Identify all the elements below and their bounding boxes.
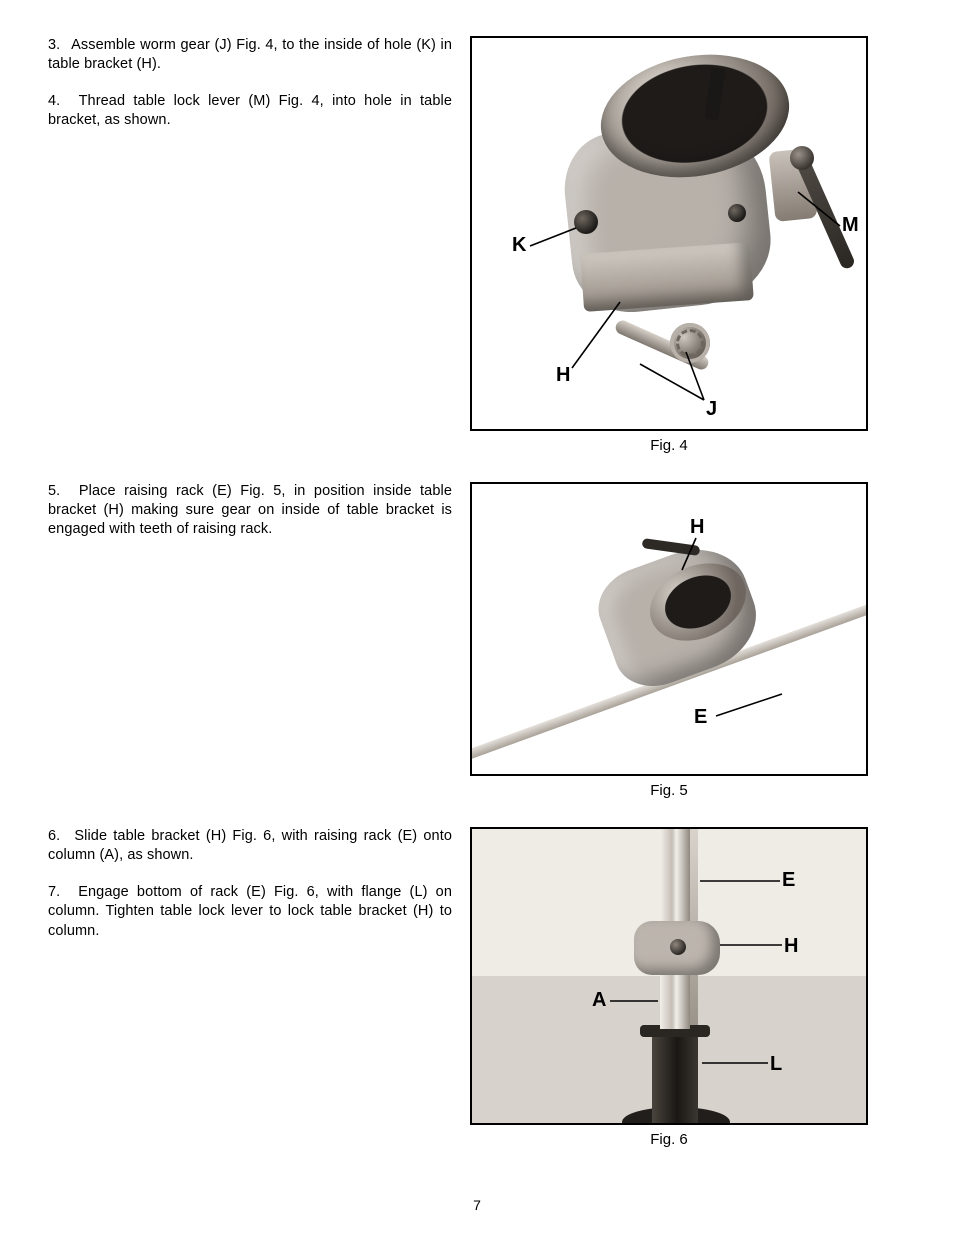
instruction-3: 3. Assemble worm gear (J) Fig. 4, to the…: [48, 36, 452, 74]
callout-J: J: [706, 398, 717, 421]
instruction-6: 6. Slide table bracket (H) Fig. 6, with …: [48, 827, 452, 865]
figure-4-column: K M H J Fig. 4: [470, 36, 868, 454]
callout-M: M: [842, 214, 859, 237]
page-number: 7: [0, 1197, 954, 1213]
instruction-6-text: Slide table bracket (H) Fig. 6, with rai…: [48, 828, 452, 863]
instruction-5: 5. Place raising rack (E) Fig. 5, in pos…: [48, 482, 452, 539]
figure-4-caption: Fig. 4: [650, 437, 688, 454]
section-3: 6. Slide table bracket (H) Fig. 6, with …: [48, 827, 906, 1148]
callout-H: H: [556, 364, 570, 387]
callout-H-fig6: H: [784, 935, 798, 958]
section-1-text: 3. Assemble worm gear (J) Fig. 4, to the…: [48, 36, 470, 149]
section-2-text: 5. Place raising rack (E) Fig. 5, in pos…: [48, 482, 470, 557]
instruction-7: 7. Engage bottom of rack (E) Fig. 6, wit…: [48, 883, 452, 940]
instruction-4-num: 4.: [48, 92, 62, 111]
instruction-5-text: Place raising rack (E) Fig. 5, in positi…: [48, 483, 452, 537]
section-2: 5. Place raising rack (E) Fig. 5, in pos…: [48, 482, 906, 799]
callout-H-fig5: H: [690, 516, 704, 539]
callout-A-fig6: A: [592, 989, 606, 1012]
figure-5-caption: Fig. 5: [650, 782, 688, 799]
figure-6-caption: Fig. 6: [650, 1131, 688, 1148]
instruction-4-text: Thread table lock lever (M) Fig. 4, into…: [48, 93, 452, 128]
callout-E-fig5: E: [694, 706, 707, 729]
instruction-7-num: 7.: [48, 883, 62, 902]
figure-4: K M H J: [470, 36, 868, 431]
instruction-5-num: 5.: [48, 482, 62, 501]
figure-6: E H A L: [470, 827, 868, 1125]
instruction-7-text: Engage bottom of rack (E) Fig. 6, with f…: [48, 884, 452, 938]
callout-E-fig6: E: [782, 869, 795, 892]
instruction-6-num: 6.: [48, 827, 62, 846]
figure-5-column: H E Fig. 5: [470, 482, 868, 799]
instruction-3-text: Assemble worm gear (J) Fig. 4, to the in…: [48, 37, 452, 72]
instruction-3-num: 3.: [48, 36, 62, 55]
section-3-text: 6. Slide table bracket (H) Fig. 6, with …: [48, 827, 470, 959]
callout-K: K: [512, 234, 526, 257]
figure-5: H E: [470, 482, 868, 776]
instruction-4: 4. Thread table lock lever (M) Fig. 4, i…: [48, 92, 452, 130]
figure-6-column: E H A L Fig. 6: [470, 827, 868, 1148]
callout-L-fig6: L: [770, 1053, 782, 1076]
section-1: 3. Assemble worm gear (J) Fig. 4, to the…: [48, 36, 906, 454]
manual-page: 3. Assemble worm gear (J) Fig. 4, to the…: [0, 0, 954, 1235]
